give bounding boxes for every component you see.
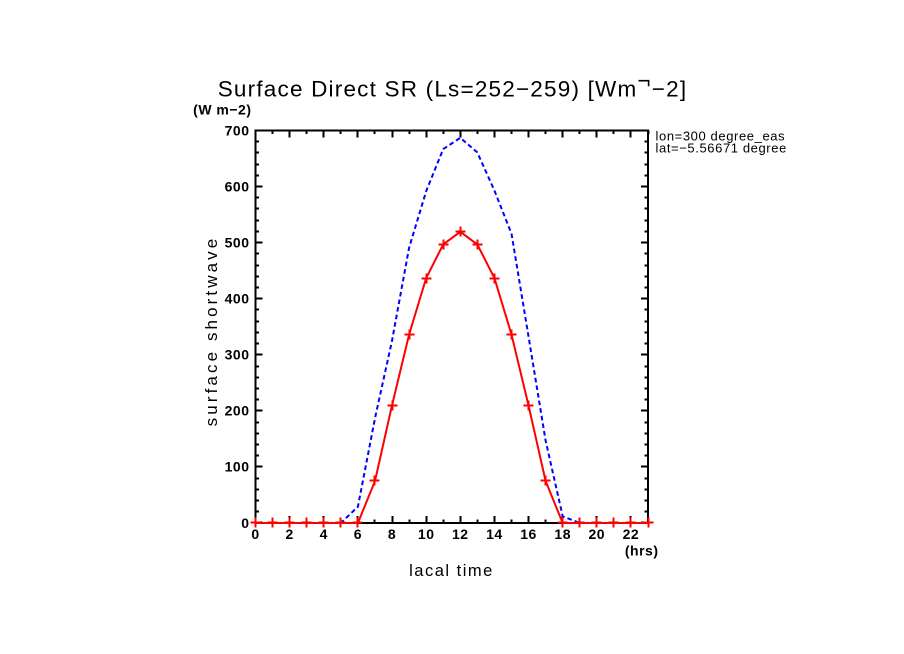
- svg-text:0: 0: [251, 526, 259, 542]
- svg-text:10: 10: [418, 526, 435, 542]
- svg-text:18: 18: [554, 526, 571, 542]
- svg-text:200: 200: [225, 403, 250, 419]
- svg-text:4: 4: [320, 526, 328, 542]
- svg-text:lacal time: lacal time: [409, 562, 494, 580]
- svg-text:lat=−5.56671 degrees: lat=−5.56671 degrees: [656, 141, 795, 156]
- svg-text:(W m−2): (W m−2): [193, 102, 251, 118]
- svg-text:700: 700: [225, 122, 250, 138]
- svg-text:16: 16: [520, 526, 537, 542]
- svg-text:14: 14: [486, 526, 503, 542]
- svg-text:300: 300: [225, 347, 250, 363]
- svg-text:500: 500: [225, 234, 250, 250]
- svg-text:20: 20: [589, 526, 606, 542]
- svg-text:100: 100: [225, 459, 250, 475]
- svg-text:2: 2: [285, 526, 293, 542]
- svg-text:400: 400: [225, 291, 250, 307]
- svg-text:8: 8: [388, 526, 396, 542]
- svg-text:600: 600: [225, 178, 250, 194]
- svg-text:surface shortwave: surface shortwave: [202, 236, 221, 427]
- svg-text:22: 22: [623, 526, 640, 542]
- svg-text:6: 6: [354, 526, 362, 542]
- svg-text:lon=300 degree_east: lon=300 degree_east: [656, 129, 790, 144]
- svg-text:(hrs): (hrs): [625, 543, 659, 559]
- svg-text:0: 0: [241, 515, 249, 531]
- svg-text:12: 12: [452, 526, 469, 542]
